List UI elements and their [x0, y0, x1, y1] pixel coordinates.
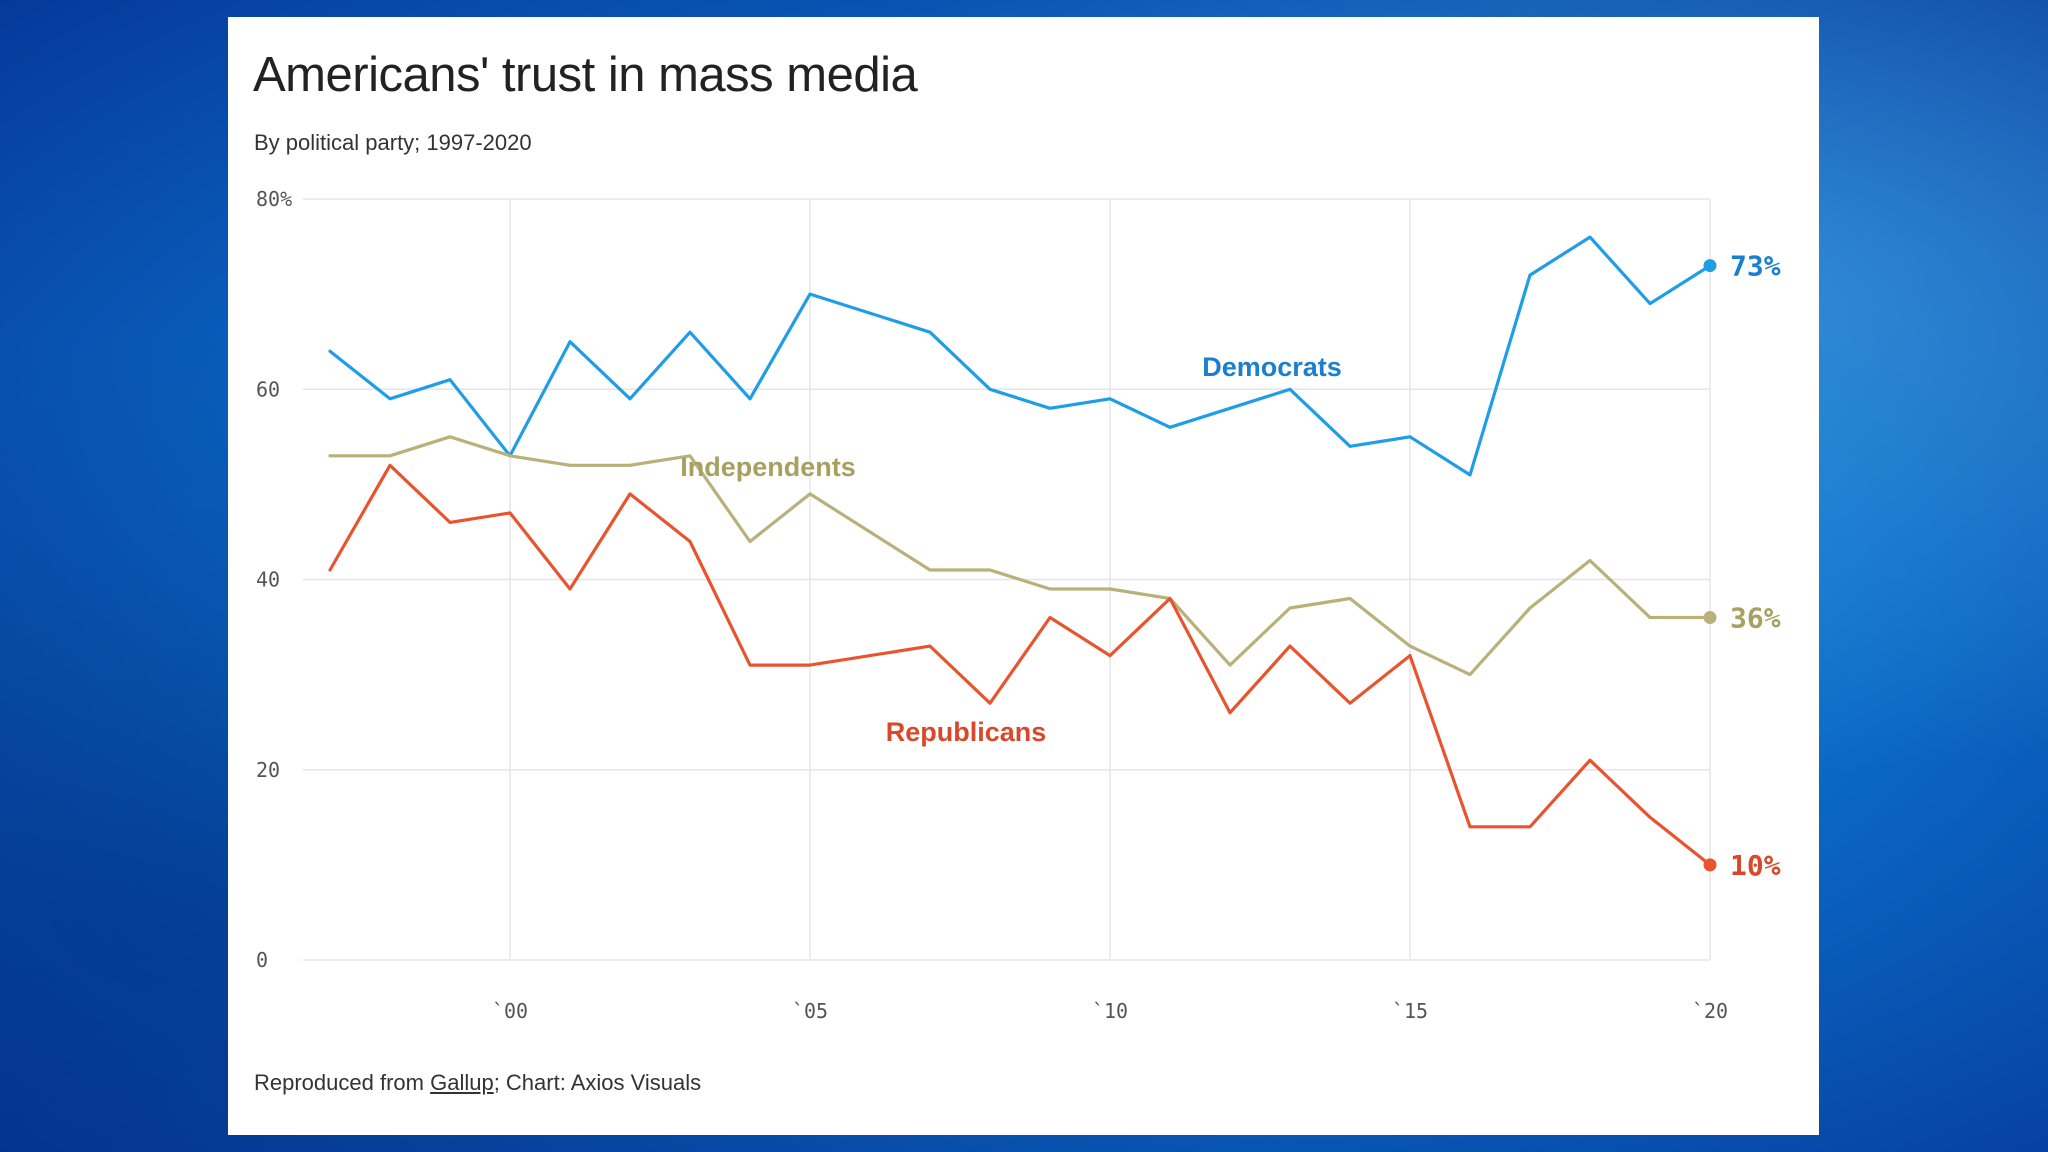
series-line-democrats: [328, 235, 1712, 477]
end-value-label-republicans: 10%: [1730, 849, 1781, 882]
y-tick-label: 0: [256, 948, 268, 972]
series-line-republicans: [328, 463, 1712, 867]
x-tick-label: `15: [1392, 999, 1428, 1023]
chart-title: Americans' trust in mass media: [253, 48, 918, 102]
series-lines: [328, 235, 1717, 872]
x-tick-label: `05: [792, 999, 828, 1023]
end-value-label-independents: 36%: [1730, 602, 1781, 635]
source-suffix: ; Chart: Axios Visuals: [493, 1070, 702, 1095]
series-line-independents: [328, 435, 1712, 677]
series-labels: 73% 36% 10% Democrats Independents Republican…: [680, 250, 1780, 882]
y-tick-label: 20: [256, 758, 280, 782]
source-note: Reproduced from Gallup; Chart: Axios Vis…: [254, 1070, 701, 1096]
y-tick-label: 80%: [256, 187, 292, 211]
chart-card: Americans' trust in mass media By politi…: [228, 17, 1819, 1135]
series-name-label-republicans: Republicans: [886, 717, 1047, 747]
source-prefix: Reproduced from: [254, 1070, 431, 1095]
end-marker-independents: [1703, 611, 1717, 625]
x-tick-label: `00: [492, 999, 528, 1023]
y-tick-label: 60: [256, 377, 280, 401]
x-tick-label: `10: [1092, 999, 1128, 1023]
chart-subtitle: By political party; 1997-2020: [254, 130, 532, 155]
end-marker-democrats: [1703, 259, 1717, 273]
end-value-label-democrats: 73%: [1730, 250, 1781, 283]
x-tick-label: `20: [1692, 999, 1728, 1023]
y-tick-label: 40: [256, 568, 280, 592]
series-name-label-democrats: Democrats: [1202, 352, 1342, 382]
gallup-link[interactable]: Gallup: [430, 1070, 494, 1095]
line-chart: 0 20 40 60 80% `00 `05 `10 `15 `20 73% 36% 10% Democ…: [256, 187, 1781, 1023]
axis-labels: 0 20 40 60 80% `00 `05 `10 `15 `20: [256, 187, 1728, 1023]
series-name-label-independents: Independents: [680, 452, 856, 482]
grid: [303, 198, 1711, 961]
end-marker-republicans: [1703, 858, 1717, 872]
